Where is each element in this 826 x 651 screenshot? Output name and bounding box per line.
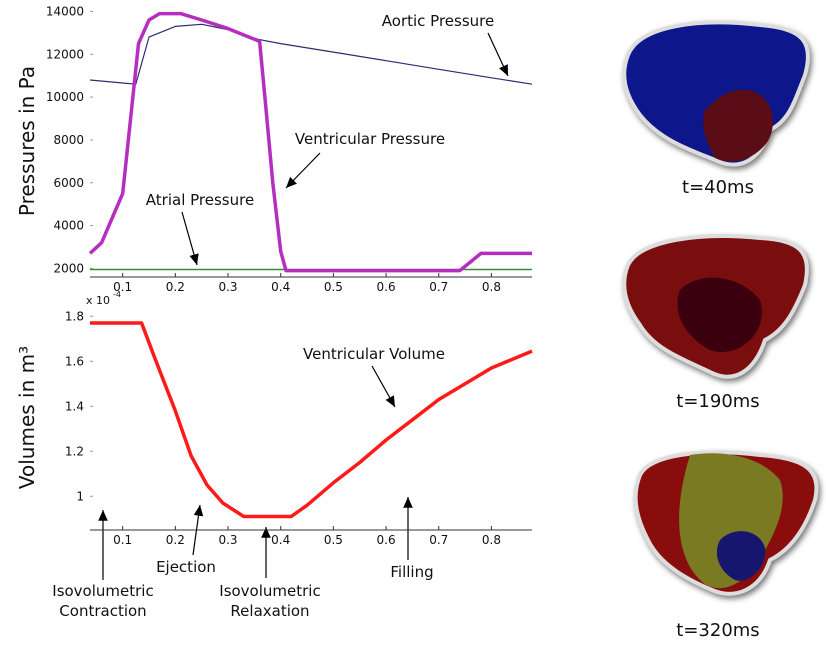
y-scale-exponent: -4 <box>113 290 121 299</box>
series-annotation: Aortic Pressure <box>382 12 494 30</box>
y-tick-label: 12000 <box>46 47 84 61</box>
y-axis-label: Volumes in m³ <box>15 346 39 489</box>
y-tick-label: 4000 <box>53 219 84 233</box>
series-annotation: Atrial Pressure <box>146 191 254 209</box>
x-tick-label: 0.4 <box>271 280 290 294</box>
x-tick-label: 0.8 <box>482 280 501 294</box>
x-tick-label: 0.1 <box>113 533 132 547</box>
y-tick-label: 14000 <box>46 4 84 18</box>
x-tick-label: 0.4 <box>271 533 290 547</box>
x-tick-label: 0.6 <box>377 533 396 547</box>
y-tick-label: 1.8 <box>65 309 84 323</box>
x-tick-label: 0.7 <box>429 533 448 547</box>
panel-label: t=190ms <box>676 391 759 412</box>
y-tick-label: 1 <box>76 489 84 503</box>
series-annotation: Ventricular Volume <box>303 345 445 363</box>
x-tick-label: 0.5 <box>324 533 343 547</box>
y-tick-label: 6000 <box>53 176 84 190</box>
heart-render <box>633 450 819 596</box>
series-line <box>88 11 532 273</box>
panel-label: t=40ms <box>682 177 754 198</box>
series-line <box>90 321 533 519</box>
plots: 0.1 0.2 0.3 0.4 0.5 0.6 0.7 0.8 2000 4000 6000 8000… <box>15 4 533 620</box>
x-tick-label: 0.6 <box>377 280 396 294</box>
panel-label: t=320ms <box>676 620 759 641</box>
x-tick-label: 0.7 <box>429 280 448 294</box>
y-tick-label: 10000 <box>46 90 84 104</box>
x-tick-label: 0.2 <box>166 280 185 294</box>
heart-render <box>622 234 809 379</box>
y-tick-label: 1.6 <box>65 354 84 368</box>
x-tick-label: 0.3 <box>218 533 237 547</box>
series-annotation: Ventricular Pressure <box>295 130 445 148</box>
phase-label: Isovolumetric <box>219 582 320 600</box>
phase-label: Filling <box>390 563 433 581</box>
phase-label: Contraction <box>59 602 146 620</box>
phase-label: Isovolumetric <box>52 582 153 600</box>
arrows <box>98 32 509 580</box>
y-axis-label: Pressures in Pa <box>15 66 39 216</box>
y-tick-label: 1.2 <box>65 444 84 458</box>
x-tick-label: 0.1 <box>113 280 132 294</box>
series-line <box>89 23 533 85</box>
x-tick-label: 0.8 <box>482 533 501 547</box>
y-tick-label: 1.4 <box>65 399 84 413</box>
phase-label: Ejection <box>156 558 216 576</box>
x-tick-label: 0.3 <box>218 280 237 294</box>
phase-label: Relaxation <box>230 602 309 620</box>
y-scale-label: x 10 <box>86 294 110 307</box>
heart-render <box>622 20 810 167</box>
x-tick-label: 0.5 <box>324 280 343 294</box>
y-tick-label: 2000 <box>53 261 84 275</box>
y-tick-label: 8000 <box>53 133 84 147</box>
x-tick-label: 0.2 <box>166 533 185 547</box>
